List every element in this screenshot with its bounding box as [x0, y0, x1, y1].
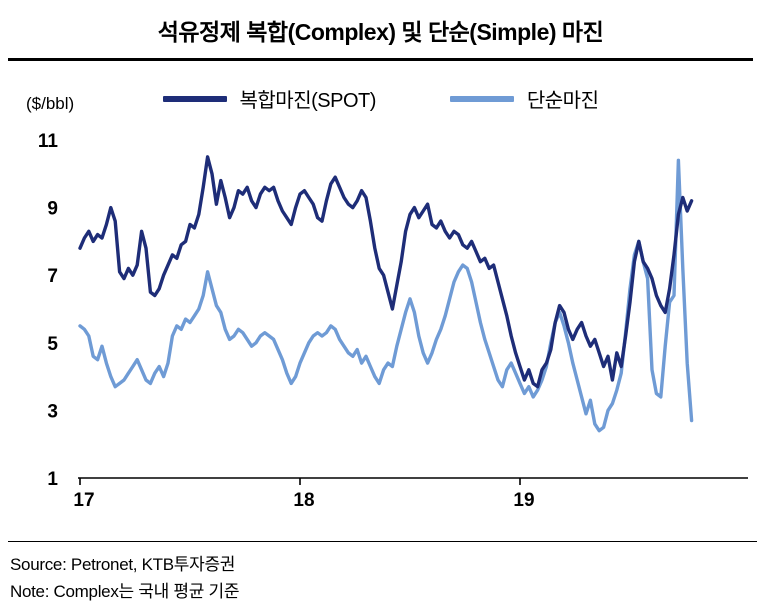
- svg-text:19: 19: [513, 490, 534, 511]
- y-axis-unit-label: ($/bbl): [26, 94, 75, 113]
- svg-text:17: 17: [73, 490, 94, 511]
- svg-text:9: 9: [47, 199, 58, 220]
- legend-label-simple: 단순마진: [526, 90, 599, 112]
- chart-plot-area: 1 3 5 7 9 11 17 18 19: [0, 120, 761, 520]
- legend-label-complex: 복합마진(SPOT): [239, 90, 377, 112]
- source-text: Source: Petronet, KTB투자증권: [10, 555, 236, 574]
- svg-text:11: 11: [38, 131, 59, 152]
- svg-text:7: 7: [47, 266, 58, 287]
- legend-item-complex: 복합마진(SPOT): [162, 84, 377, 113]
- chart-legend: 복합마진(SPOT) 단순마진: [0, 84, 761, 113]
- simple-line-swatch: [449, 95, 514, 102]
- svg-text:1: 1: [47, 469, 58, 490]
- chart-title: 석유정제 복합(Complex) 및 단순(Simple) 마진: [157, 19, 604, 45]
- complex-line-swatch: [162, 95, 227, 102]
- line-chart-svg: 1 3 5 7 9 11 17 18 19: [38, 131, 748, 511]
- chart-header: 석유정제 복합(Complex) 및 단순(Simple) 마진: [8, 0, 753, 61]
- svg-text:5: 5: [47, 334, 58, 355]
- chart-footer: Source: Petronet, KTB투자증권 Note: Complex는…: [8, 541, 757, 605]
- svg-text:18: 18: [293, 490, 314, 511]
- note-text: Note: Complex는 국내 평균 기준: [10, 582, 240, 602]
- svg-text:3: 3: [47, 401, 58, 422]
- legend-item-simple: 단순마진: [449, 84, 599, 113]
